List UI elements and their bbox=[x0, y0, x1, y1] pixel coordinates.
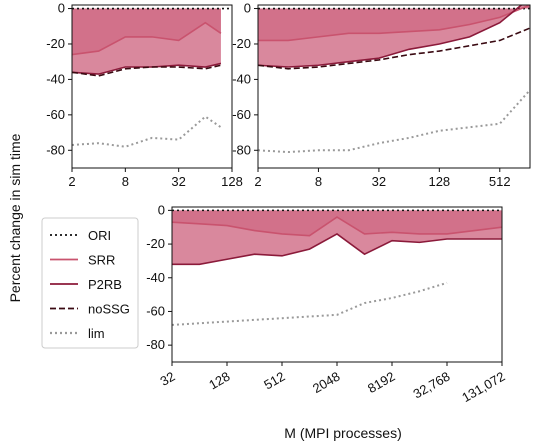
legend-label-lim: lim bbox=[88, 326, 105, 341]
series-line-nossg bbox=[258, 27, 530, 70]
x-tick-label: 2048 bbox=[310, 369, 343, 396]
series-line-p2rb bbox=[172, 233, 502, 266]
x-tick-label: 8 bbox=[315, 174, 322, 189]
area-p2rb bbox=[258, 5, 530, 68]
x-tick-label: 512 bbox=[489, 174, 511, 189]
y-tick-label: -80 bbox=[146, 337, 165, 352]
y-tick-label: 0 bbox=[244, 1, 251, 16]
x-tick-label: 32 bbox=[372, 174, 386, 189]
legend-box bbox=[41, 217, 139, 349]
x-tick-label: 131,072 bbox=[459, 369, 507, 405]
y-tick-label: -80 bbox=[232, 142, 251, 157]
panel-bottom: 0 -20 -40 -60 -80 32 128 512 2048 8192 32,768 131,0… bbox=[146, 202, 507, 405]
x-tick-label: 512 bbox=[261, 369, 287, 393]
x-tick-label: 8 bbox=[122, 174, 129, 189]
y-tick-label: -60 bbox=[46, 107, 65, 122]
x-tick-label: 8192 bbox=[365, 369, 398, 396]
y-tick-label: -60 bbox=[146, 303, 165, 318]
x-tick-label: 2 bbox=[254, 174, 261, 189]
y-tick-label: 0 bbox=[58, 1, 65, 16]
legend-label-p2rb: P2RB bbox=[88, 277, 122, 292]
plot-area bbox=[258, 5, 530, 154]
y-tick-label: -20 bbox=[46, 36, 65, 51]
y-axis-label: Percent change in sim time bbox=[7, 133, 23, 302]
x-tick-label: 32 bbox=[171, 174, 185, 189]
chart-panels: 0 -20 -40 -60 -80 2 8 32 128 0 -20 -40 -60 -80 2 8 32 128… bbox=[46, 1, 531, 405]
series-line-p2rb bbox=[258, 5, 523, 68]
x-axis-label: M (MPI processes) bbox=[284, 425, 401, 441]
x-tick-label: 2 bbox=[68, 174, 75, 189]
x-tick-label: 32,768 bbox=[411, 369, 453, 402]
area-p2rb bbox=[72, 8, 221, 75]
x-tick-label: 128 bbox=[221, 174, 243, 189]
series-line-lim bbox=[72, 115, 222, 148]
panel-top-right: 0 -20 -40 -60 -80 2 8 32 128 512 bbox=[232, 1, 531, 189]
x-tick-label: 128 bbox=[428, 174, 450, 189]
series-line-lim bbox=[172, 281, 448, 326]
y-tick-label: -40 bbox=[46, 71, 65, 86]
y-tick-label: 0 bbox=[158, 202, 165, 217]
y-tick-label: -80 bbox=[46, 142, 65, 157]
legend-label-ori: ORI bbox=[88, 228, 111, 243]
series-line-lim bbox=[258, 89, 530, 154]
area-p2rb bbox=[172, 210, 502, 265]
panel-frame bbox=[71, 4, 233, 169]
y-tick-label: -60 bbox=[232, 107, 251, 122]
panel-top-left: 0 -20 -40 -60 -80 2 8 32 128 bbox=[46, 1, 243, 189]
y-tick-label: -20 bbox=[232, 36, 251, 51]
legend-label-srr: SRR bbox=[88, 253, 115, 268]
legend: ORI SRR P2RB noSSG lim bbox=[41, 217, 139, 349]
series-line-nossg bbox=[72, 64, 222, 77]
plot-area bbox=[172, 209, 502, 326]
y-tick-label: -40 bbox=[232, 71, 251, 86]
y-tick-label: -40 bbox=[146, 270, 165, 285]
legend-label-nossg: noSSG bbox=[88, 302, 130, 317]
panel-frame bbox=[257, 4, 531, 169]
series-line-srr bbox=[72, 21, 222, 56]
x-tick-label: 32 bbox=[157, 369, 177, 389]
y-tick-label: -20 bbox=[146, 236, 165, 251]
x-tick-label: 128 bbox=[206, 369, 232, 393]
series-line-srr bbox=[172, 216, 502, 237]
series-line-srr bbox=[258, 5, 530, 42]
plot-area bbox=[72, 7, 232, 148]
